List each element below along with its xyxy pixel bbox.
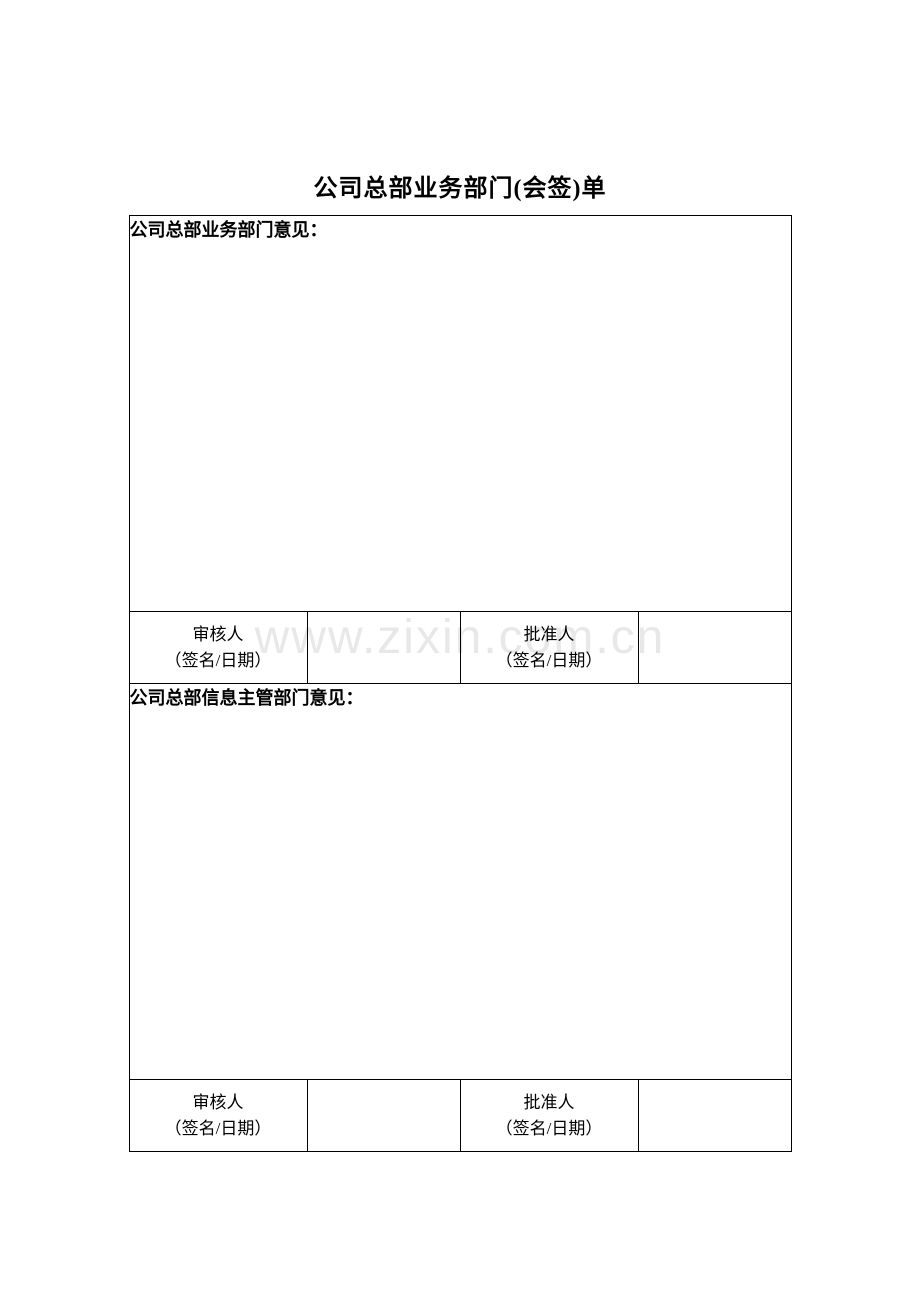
section-2-reviewer-line2: （签名/日期） [165,1119,272,1138]
section-1-signature-row: 审核人 （签名/日期） 批准人 （签名/日期） [129,612,791,684]
section-1-reviewer-line2: （签名/日期） [165,651,272,670]
section-2-approver-label-cell: 批准人 （签名/日期） [460,1080,638,1152]
section-2-opinion-row: 公司总部信息主管部门意见： [129,684,791,1080]
section-2-reviewer-value-cell [307,1080,460,1152]
section-1-approver-line1: 批准人 [524,625,575,644]
page-title: 公司总部业务部门(会签)单 [0,0,920,215]
section-2-opinion-cell: 公司总部信息主管部门意见： [129,684,791,1080]
section-2-approver-value-cell [638,1080,791,1152]
section-2-reviewer-label-cell: 审核人 （签名/日期） [129,1080,307,1152]
section-1-reviewer-value-cell [307,612,460,684]
section-2-signature-row: 审核人 （签名/日期） 批准人 （签名/日期） [129,1080,791,1152]
section-1-opinion-cell: 公司总部业务部门意见： [129,216,791,612]
section-1-opinion-row: 公司总部业务部门意见： [129,216,791,612]
approval-form-table: 公司总部业务部门意见： 审核人 （签名/日期） 批准人 （签名/日期） [129,215,792,1152]
section-1-approver-label-cell: 批准人 （签名/日期） [460,612,638,684]
section-1-opinion-label: 公司总部业务部门意见： [130,220,328,240]
section-1-approver-value-cell [638,612,791,684]
section-2-reviewer-line1: 审核人 [193,1093,244,1112]
section-1-reviewer-line1: 审核人 [193,625,244,644]
section-2-approver-line1: 批准人 [524,1093,575,1112]
section-2-approver-line2: （签名/日期） [496,1119,603,1138]
section-1-reviewer-label-cell: 审核人 （签名/日期） [129,612,307,684]
section-2-opinion-label: 公司总部信息主管部门意见： [130,688,364,708]
section-1-approver-line2: （签名/日期） [496,651,603,670]
